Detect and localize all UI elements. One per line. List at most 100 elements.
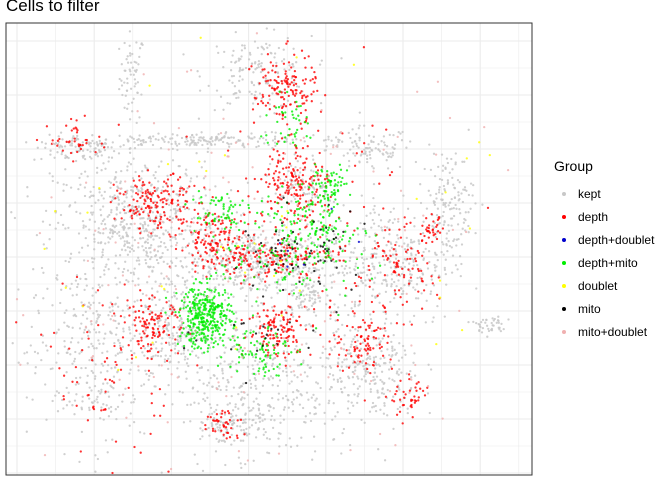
point-kept	[493, 317, 496, 321]
point-kept	[144, 304, 147, 307]
point-kept	[265, 258, 268, 261]
point-depth	[130, 353, 134, 357]
point-depth	[153, 186, 156, 189]
point-kept	[90, 194, 93, 197]
point-kept	[216, 403, 219, 407]
point-kept	[117, 152, 121, 155]
point-kept	[382, 362, 386, 365]
point-kept	[268, 103, 271, 106]
point-depth	[178, 189, 181, 193]
point-depth	[279, 333, 283, 336]
point-kept	[201, 277, 205, 280]
point-kept	[381, 337, 384, 340]
point-kept	[72, 314, 75, 317]
point-kept	[460, 262, 463, 266]
point-kept	[337, 357, 340, 360]
point-kept	[80, 430, 84, 434]
point-kept	[250, 257, 253, 260]
point-kept	[118, 351, 122, 354]
point-kept	[166, 262, 169, 266]
point-depth	[160, 226, 163, 229]
point-kept	[82, 259, 86, 262]
point-depth	[304, 219, 307, 222]
point-depth	[273, 305, 276, 308]
point-kept	[141, 170, 144, 173]
point-kept	[229, 189, 233, 192]
point-depth	[320, 165, 324, 168]
point-depth	[273, 233, 276, 236]
point-depth-mito	[206, 301, 209, 304]
point-kept	[34, 372, 37, 375]
point-kept	[200, 131, 203, 134]
point-depth-mito	[218, 327, 221, 330]
point-kept	[307, 283, 310, 286]
point-kept	[232, 281, 235, 284]
point-kept	[115, 326, 118, 330]
point-kept	[213, 428, 217, 431]
point-kept	[283, 68, 286, 71]
point-depth	[315, 190, 318, 194]
point-kept	[117, 230, 121, 234]
point-kept	[475, 321, 478, 325]
point-kept	[308, 296, 312, 299]
point-depth	[260, 335, 263, 339]
point-depth	[285, 82, 289, 85]
point-kept	[333, 233, 336, 236]
point-kept	[358, 385, 361, 388]
point-kept	[313, 294, 317, 297]
point-kept	[166, 248, 169, 252]
point-kept	[106, 350, 109, 353]
point-kept	[57, 135, 60, 138]
point-kept	[445, 237, 448, 240]
point-kept	[196, 70, 199, 73]
point-kept	[186, 403, 189, 407]
point-depth	[367, 344, 370, 347]
point-kept	[63, 345, 66, 348]
point-kept	[116, 352, 120, 355]
point-kept	[286, 261, 290, 264]
point-kept	[121, 93, 124, 97]
point-kept	[103, 148, 107, 152]
point-depth	[128, 314, 131, 317]
point-kept	[367, 134, 371, 137]
point-kept	[214, 263, 218, 266]
point-kept	[431, 225, 434, 228]
point-kept	[432, 226, 436, 229]
point-kept	[312, 133, 315, 137]
point-depth	[289, 306, 292, 309]
point-kept	[381, 327, 384, 330]
point-kept	[340, 452, 343, 455]
point-kept	[442, 210, 445, 214]
point-kept	[392, 333, 395, 337]
point-depth	[386, 256, 390, 260]
point-depth	[290, 209, 293, 212]
point-kept	[239, 214, 243, 217]
point-kept	[303, 420, 306, 424]
point-kept	[69, 353, 72, 356]
point-kept	[143, 221, 146, 224]
point-depth	[395, 322, 399, 325]
point-kept	[321, 184, 325, 187]
point-depth	[306, 95, 309, 98]
point-kept	[113, 226, 116, 229]
point-depth	[415, 382, 418, 385]
point-depth	[319, 333, 322, 337]
point-kept	[95, 347, 98, 350]
point-kept	[84, 236, 87, 240]
point-kept	[272, 407, 275, 410]
point-depth	[117, 123, 120, 126]
point-kept	[365, 257, 368, 261]
point-kept	[366, 371, 370, 374]
point-kept	[87, 329, 90, 332]
point-kept	[128, 250, 132, 253]
point-depth	[312, 179, 316, 182]
point-kept	[95, 171, 99, 174]
point-kept	[172, 334, 175, 337]
point-kept	[261, 262, 264, 265]
point-kept	[360, 256, 364, 260]
point-depth	[165, 182, 168, 185]
point-kept	[389, 210, 392, 214]
point-kept	[418, 242, 421, 245]
point-depth	[75, 404, 78, 407]
point-depth	[154, 220, 157, 223]
